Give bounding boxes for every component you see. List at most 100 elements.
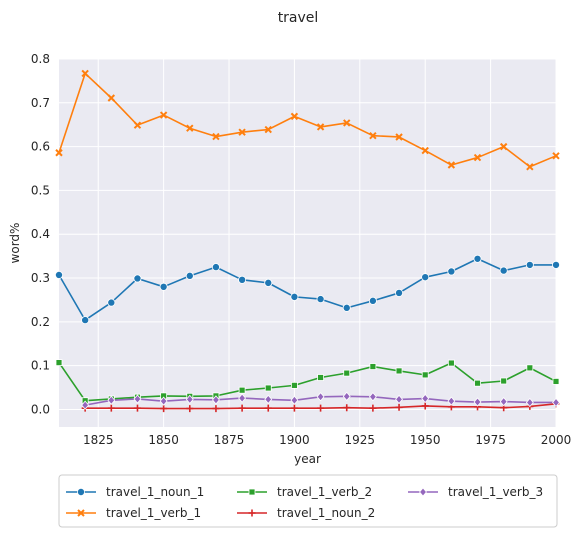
- data-point: [290, 292, 299, 301]
- data-point: [186, 124, 194, 132]
- series-travel_1_noun_1: [55, 254, 561, 325]
- series-travel_1_verb_1: [55, 69, 560, 171]
- data-point: [342, 303, 351, 312]
- data-point: [238, 404, 246, 412]
- grid: [59, 58, 557, 427]
- data-point: [264, 404, 272, 412]
- data-point: [525, 397, 534, 408]
- legend-label: travel_1_verb_2: [277, 485, 372, 499]
- data-point: [421, 146, 429, 155]
- data-point: [395, 367, 403, 375]
- y-tick-label: 0.7: [31, 96, 50, 110]
- plot-area: [59, 59, 556, 427]
- data-point: [421, 371, 429, 379]
- y-tick-label: 0.8: [31, 52, 50, 66]
- data-point: [369, 363, 377, 370]
- data-point: [395, 394, 403, 405]
- x-tick-label: 1900: [279, 433, 310, 447]
- y-tick-label: 0.1: [31, 359, 50, 373]
- data-point: [343, 369, 351, 377]
- data-point: [55, 359, 63, 367]
- data-point: [291, 381, 298, 389]
- data-point: [473, 254, 482, 263]
- legend-marker: [77, 509, 85, 517]
- legend-item: travel_1_verb_2: [237, 485, 372, 499]
- data-point: [447, 359, 455, 367]
- series-line: [58, 257, 556, 321]
- y-tick-label: 0.3: [31, 271, 50, 285]
- legend-marker: [248, 488, 256, 496]
- data-point: [81, 316, 90, 325]
- legend-label: travel_1_verb_3: [448, 485, 543, 499]
- x-axis-label: year: [294, 452, 321, 466]
- data-point: [107, 404, 115, 412]
- data-point: [264, 384, 272, 392]
- legend-marker: [248, 509, 256, 517]
- x-tick-label: 1825: [83, 433, 114, 447]
- data-point: [499, 266, 508, 275]
- data-point: [317, 404, 325, 412]
- data-point: [342, 391, 351, 401]
- legend-label: travel_1_noun_2: [277, 506, 375, 520]
- data-point: [264, 394, 273, 405]
- data-point: [421, 273, 430, 282]
- data-point: [160, 405, 168, 413]
- data-point: [107, 395, 116, 405]
- data-point: [238, 275, 247, 284]
- data-point: [55, 270, 64, 279]
- series-layer: [55, 69, 561, 413]
- data-point: [238, 386, 246, 394]
- legend-marker: [419, 487, 427, 497]
- data-point: [316, 295, 325, 304]
- data-point: [133, 394, 142, 404]
- data-point: [211, 263, 220, 272]
- data-point: [107, 298, 116, 307]
- data-point: [290, 112, 299, 121]
- data-point: [447, 396, 456, 406]
- data-point: [133, 274, 142, 283]
- data-point: [212, 395, 220, 405]
- y-tick-label: 0.5: [31, 183, 50, 197]
- data-point: [421, 393, 430, 404]
- data-point: [316, 123, 325, 131]
- data-point: [81, 69, 89, 78]
- data-point: [526, 364, 534, 372]
- legend-item: travel_1_noun_2: [237, 506, 375, 520]
- data-point: [212, 132, 220, 141]
- data-point: [343, 119, 351, 127]
- x-tick-label: 1975: [475, 433, 506, 447]
- data-point: [159, 396, 168, 406]
- data-point: [474, 379, 481, 387]
- y-axis-label: word%: [8, 223, 22, 264]
- data-point: [238, 393, 247, 403]
- x-tick-label: 1925: [345, 433, 376, 447]
- data-point: [133, 404, 141, 412]
- data-point: [317, 374, 324, 381]
- data-point: [500, 377, 508, 385]
- data-point: [447, 161, 456, 169]
- data-point: [290, 404, 298, 412]
- data-point: [186, 405, 194, 413]
- data-point: [368, 296, 377, 305]
- x-tick-label: 1950: [410, 433, 441, 447]
- data-point: [185, 394, 194, 405]
- legend: travel_1_noun_1 travel_1_verb_1 travel_1_v…: [58, 474, 558, 528]
- series-line: [58, 72, 557, 168]
- data-point: [185, 271, 194, 280]
- data-point: [159, 282, 168, 291]
- data-point: [473, 397, 482, 407]
- legend-item: travel_1_verb_1: [66, 506, 201, 520]
- y-tick-label: 0.6: [31, 140, 50, 154]
- data-point: [133, 121, 142, 129]
- data-point: [473, 153, 482, 162]
- data-point: [212, 405, 220, 413]
- data-point: [264, 125, 272, 134]
- data-point: [499, 142, 508, 151]
- data-point: [526, 163, 534, 171]
- data-point: [421, 402, 429, 410]
- data-point: [395, 288, 404, 297]
- data-point: [552, 397, 560, 408]
- data-point: [264, 278, 273, 287]
- axis-ticks: 1825 1850 1875 1900 1925 1950 1975 2000 0.0 0.1 0.…: [31, 52, 571, 447]
